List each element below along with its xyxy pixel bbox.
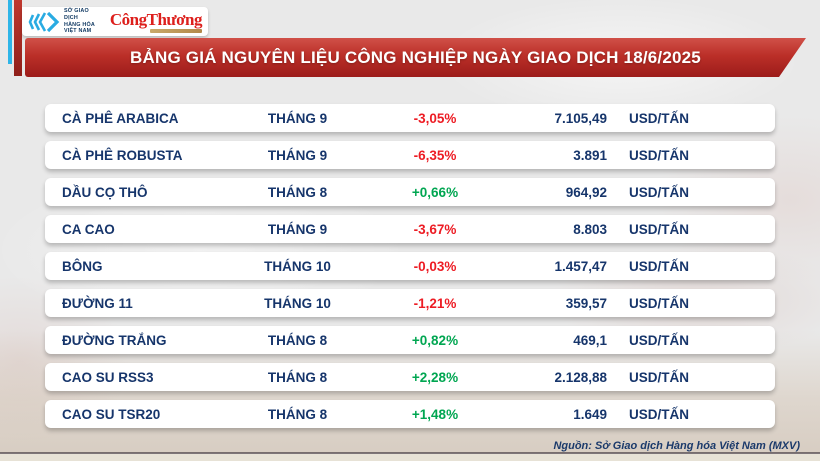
- page-title: BẢNG GIÁ NGUYÊN LIỆU CÔNG NGHIỆP NGÀY GI…: [130, 47, 701, 67]
- commodity-name: CÀ PHÊ ROBUSTA: [62, 147, 183, 163]
- table-row: CA CAO THÁNG 9 -3,67% 8.803 USD/TẤN: [45, 215, 775, 243]
- price-value: 359,57: [565, 295, 607, 311]
- percent-change: -0,03%: [413, 258, 457, 274]
- bottom-divider-line: [0, 452, 820, 454]
- corner-stripe-cyan: [8, 0, 12, 64]
- percent-change: +2,28%: [411, 369, 459, 385]
- commodity-name: CA CAO: [62, 221, 115, 237]
- table-row: ĐƯỜNG 11 THÁNG 10 -1,21% 359,57 USD/TẤN: [45, 289, 775, 317]
- commodity-name: CÀ PHÊ ARABICA: [62, 110, 179, 126]
- price-value: 1.457,47: [554, 258, 607, 274]
- corner-stripe-red: [14, 0, 22, 76]
- price-value: 2.128,88: [554, 369, 607, 385]
- percent-change: +0,66%: [411, 184, 459, 200]
- price-unit: USD/TẤN: [629, 369, 689, 385]
- percent-change: -3,05%: [413, 110, 457, 126]
- table-row: DẦU CỌ THÔ THÁNG 8 +0,66% 964,92 USD/TẤN: [45, 178, 775, 206]
- mxv-text-line2: HÀNG HÓA: [64, 21, 95, 28]
- source-credit: Nguồn: Sở Giao dịch Hàng hóa Việt Nam (M…: [553, 440, 800, 452]
- contract-month: THÁNG 8: [267, 184, 328, 200]
- table-row: CAO SU TSR20 THÁNG 8 +1,48% 1.649 USD/TẤ…: [45, 400, 775, 428]
- price-unit: USD/TẤN: [629, 258, 689, 274]
- congthuong-logo: CôngThương: [109, 9, 203, 33]
- price-table: CÀ PHÊ ARABICA THÁNG 9 -3,05% 7.105,49 U…: [45, 104, 775, 437]
- contract-month: THÁNG 8: [267, 406, 328, 422]
- contract-month: THÁNG 8: [267, 332, 328, 348]
- mxv-logo-text: SỞ GIAO DỊCH HÀNG HÓA VIỆT NAM: [64, 8, 102, 35]
- price-value: 3.891: [573, 147, 607, 163]
- price-value: 1.649: [573, 406, 607, 422]
- contract-month: THÁNG 8: [267, 369, 328, 385]
- commodity-name: CAO SU RSS3: [62, 369, 154, 385]
- commodity-name: BÔNG: [62, 258, 103, 274]
- congthuong-logo-underbar: [150, 28, 202, 33]
- table-row: CÀ PHÊ ROBUSTA THÁNG 9 -6,35% 3.891 USD/…: [45, 141, 775, 169]
- table-row: BÔNG THÁNG 10 -0,03% 1.457,47 USD/TẤN: [45, 252, 775, 280]
- percent-change: -1,21%: [413, 295, 457, 311]
- price-value: 7.105,49: [554, 110, 607, 126]
- logo-box: SỞ GIAO DỊCH HÀNG HÓA VIỆT NAM CôngThươn…: [22, 7, 208, 36]
- price-unit: USD/TẤN: [629, 295, 689, 311]
- mxv-text-line3: VIỆT NAM: [64, 28, 92, 35]
- commodity-name: CAO SU TSR20: [62, 406, 161, 422]
- commodity-name: ĐƯỜNG 11: [62, 295, 133, 311]
- contract-month: THÁNG 10: [264, 295, 331, 311]
- contract-month: THÁNG 9: [267, 221, 328, 237]
- price-unit: USD/TẤN: [629, 221, 689, 237]
- mxv-logo-icon: [28, 11, 60, 32]
- percent-change: +0,82%: [411, 332, 459, 348]
- percent-change: +1,48%: [411, 406, 459, 422]
- percent-change: -3,67%: [413, 221, 457, 237]
- bottom-strip: [0, 454, 820, 461]
- price-value: 964,92: [565, 184, 607, 200]
- price-unit: USD/TẤN: [629, 184, 689, 200]
- title-banner: BẢNG GIÁ NGUYÊN LIỆU CÔNG NGHIỆP NGÀY GI…: [25, 38, 806, 77]
- contract-month: THÁNG 9: [267, 147, 328, 163]
- table-row: CÀ PHÊ ARABICA THÁNG 9 -3,05% 7.105,49 U…: [45, 104, 775, 132]
- commodity-name: ĐƯỜNG TRẮNG: [62, 332, 167, 348]
- price-unit: USD/TẤN: [629, 110, 689, 126]
- contract-month: THÁNG 10: [264, 258, 331, 274]
- percent-change: -6,35%: [413, 147, 457, 163]
- congthuong-logo-text: CôngThương: [109, 9, 203, 29]
- price-value: 8.803: [573, 221, 607, 237]
- price-value: 469,1: [573, 332, 607, 348]
- contract-month: THÁNG 9: [267, 110, 328, 126]
- price-unit: USD/TẤN: [629, 406, 689, 422]
- table-row: ĐƯỜNG TRẮNG THÁNG 8 +0,82% 469,1 USD/TẤN: [45, 326, 775, 354]
- commodity-name: DẦU CỌ THÔ: [62, 184, 148, 200]
- table-row: CAO SU RSS3 THÁNG 8 +2,28% 2.128,88 USD/…: [45, 363, 775, 391]
- price-unit: USD/TẤN: [629, 147, 689, 163]
- mxv-text-line1: SỞ GIAO DỊCH: [64, 8, 89, 21]
- price-unit: USD/TẤN: [629, 332, 689, 348]
